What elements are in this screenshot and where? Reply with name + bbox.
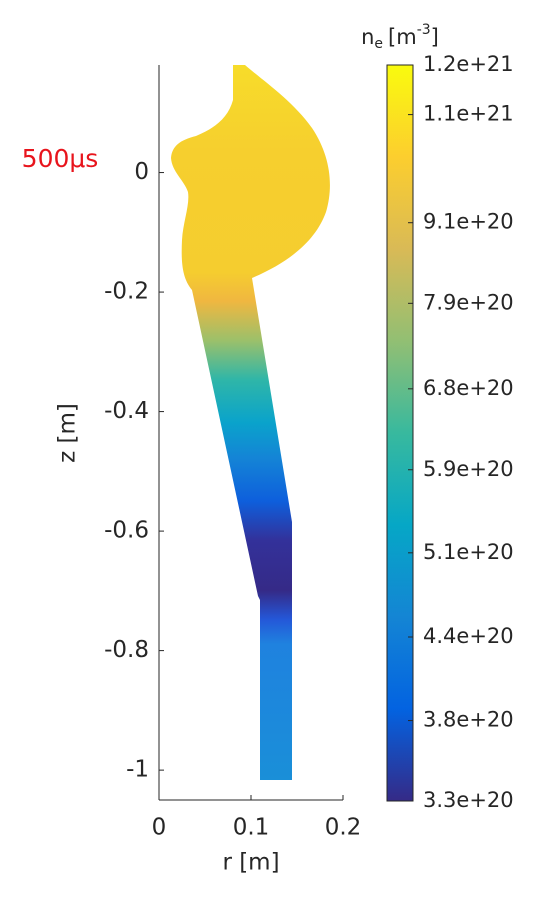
x-tick-label: 0 bbox=[152, 815, 167, 841]
colorbar-tick-label: 4.4e+20 bbox=[423, 624, 514, 648]
colorbar-tick-label: 1.1e+21 bbox=[423, 102, 514, 126]
colorbar-label-end: ] bbox=[431, 25, 439, 49]
colorbar-label-superscript: -3 bbox=[417, 22, 431, 38]
x-tick-label: 0.2 bbox=[325, 815, 362, 841]
colorbar-label-unit: [m bbox=[388, 25, 417, 49]
colorbar-label-subscript: e bbox=[374, 36, 383, 52]
colorbar-label: ne [m-3] bbox=[361, 22, 439, 52]
colorbar-tick-label: 9.1e+20 bbox=[423, 210, 514, 234]
x-axis-label: r [m] bbox=[222, 850, 279, 876]
colorbar-tick-label: 1.2e+21 bbox=[423, 52, 514, 76]
y-axis-label: z [m] bbox=[55, 403, 81, 463]
colorbar bbox=[386, 64, 414, 802]
y-tick-label: -0.4 bbox=[104, 398, 149, 424]
plasma-region bbox=[171, 65, 330, 780]
colorbar-tick-label: 5.9e+20 bbox=[423, 457, 514, 481]
y-tick-label: -0.2 bbox=[104, 279, 149, 305]
colorbar-tick-label: 6.8e+20 bbox=[423, 376, 514, 400]
annotation: 500μs bbox=[22, 144, 99, 173]
x-tick-label: 0.1 bbox=[233, 815, 270, 841]
colorbar-tick-label: 5.1e+20 bbox=[423, 540, 514, 564]
colorbar-tick-label: 3.8e+20 bbox=[423, 708, 514, 732]
colorbar-tick-label: 7.9e+20 bbox=[423, 290, 514, 314]
colorbar-label-base: n bbox=[361, 25, 374, 49]
colorbar-tick-label: 3.3e+20 bbox=[423, 788, 514, 812]
y-tick-label: -0.8 bbox=[104, 637, 149, 663]
y-tick-label: 0 bbox=[134, 159, 149, 185]
y-tick-label: -1 bbox=[126, 757, 149, 783]
y-tick-label: -0.6 bbox=[104, 518, 149, 544]
